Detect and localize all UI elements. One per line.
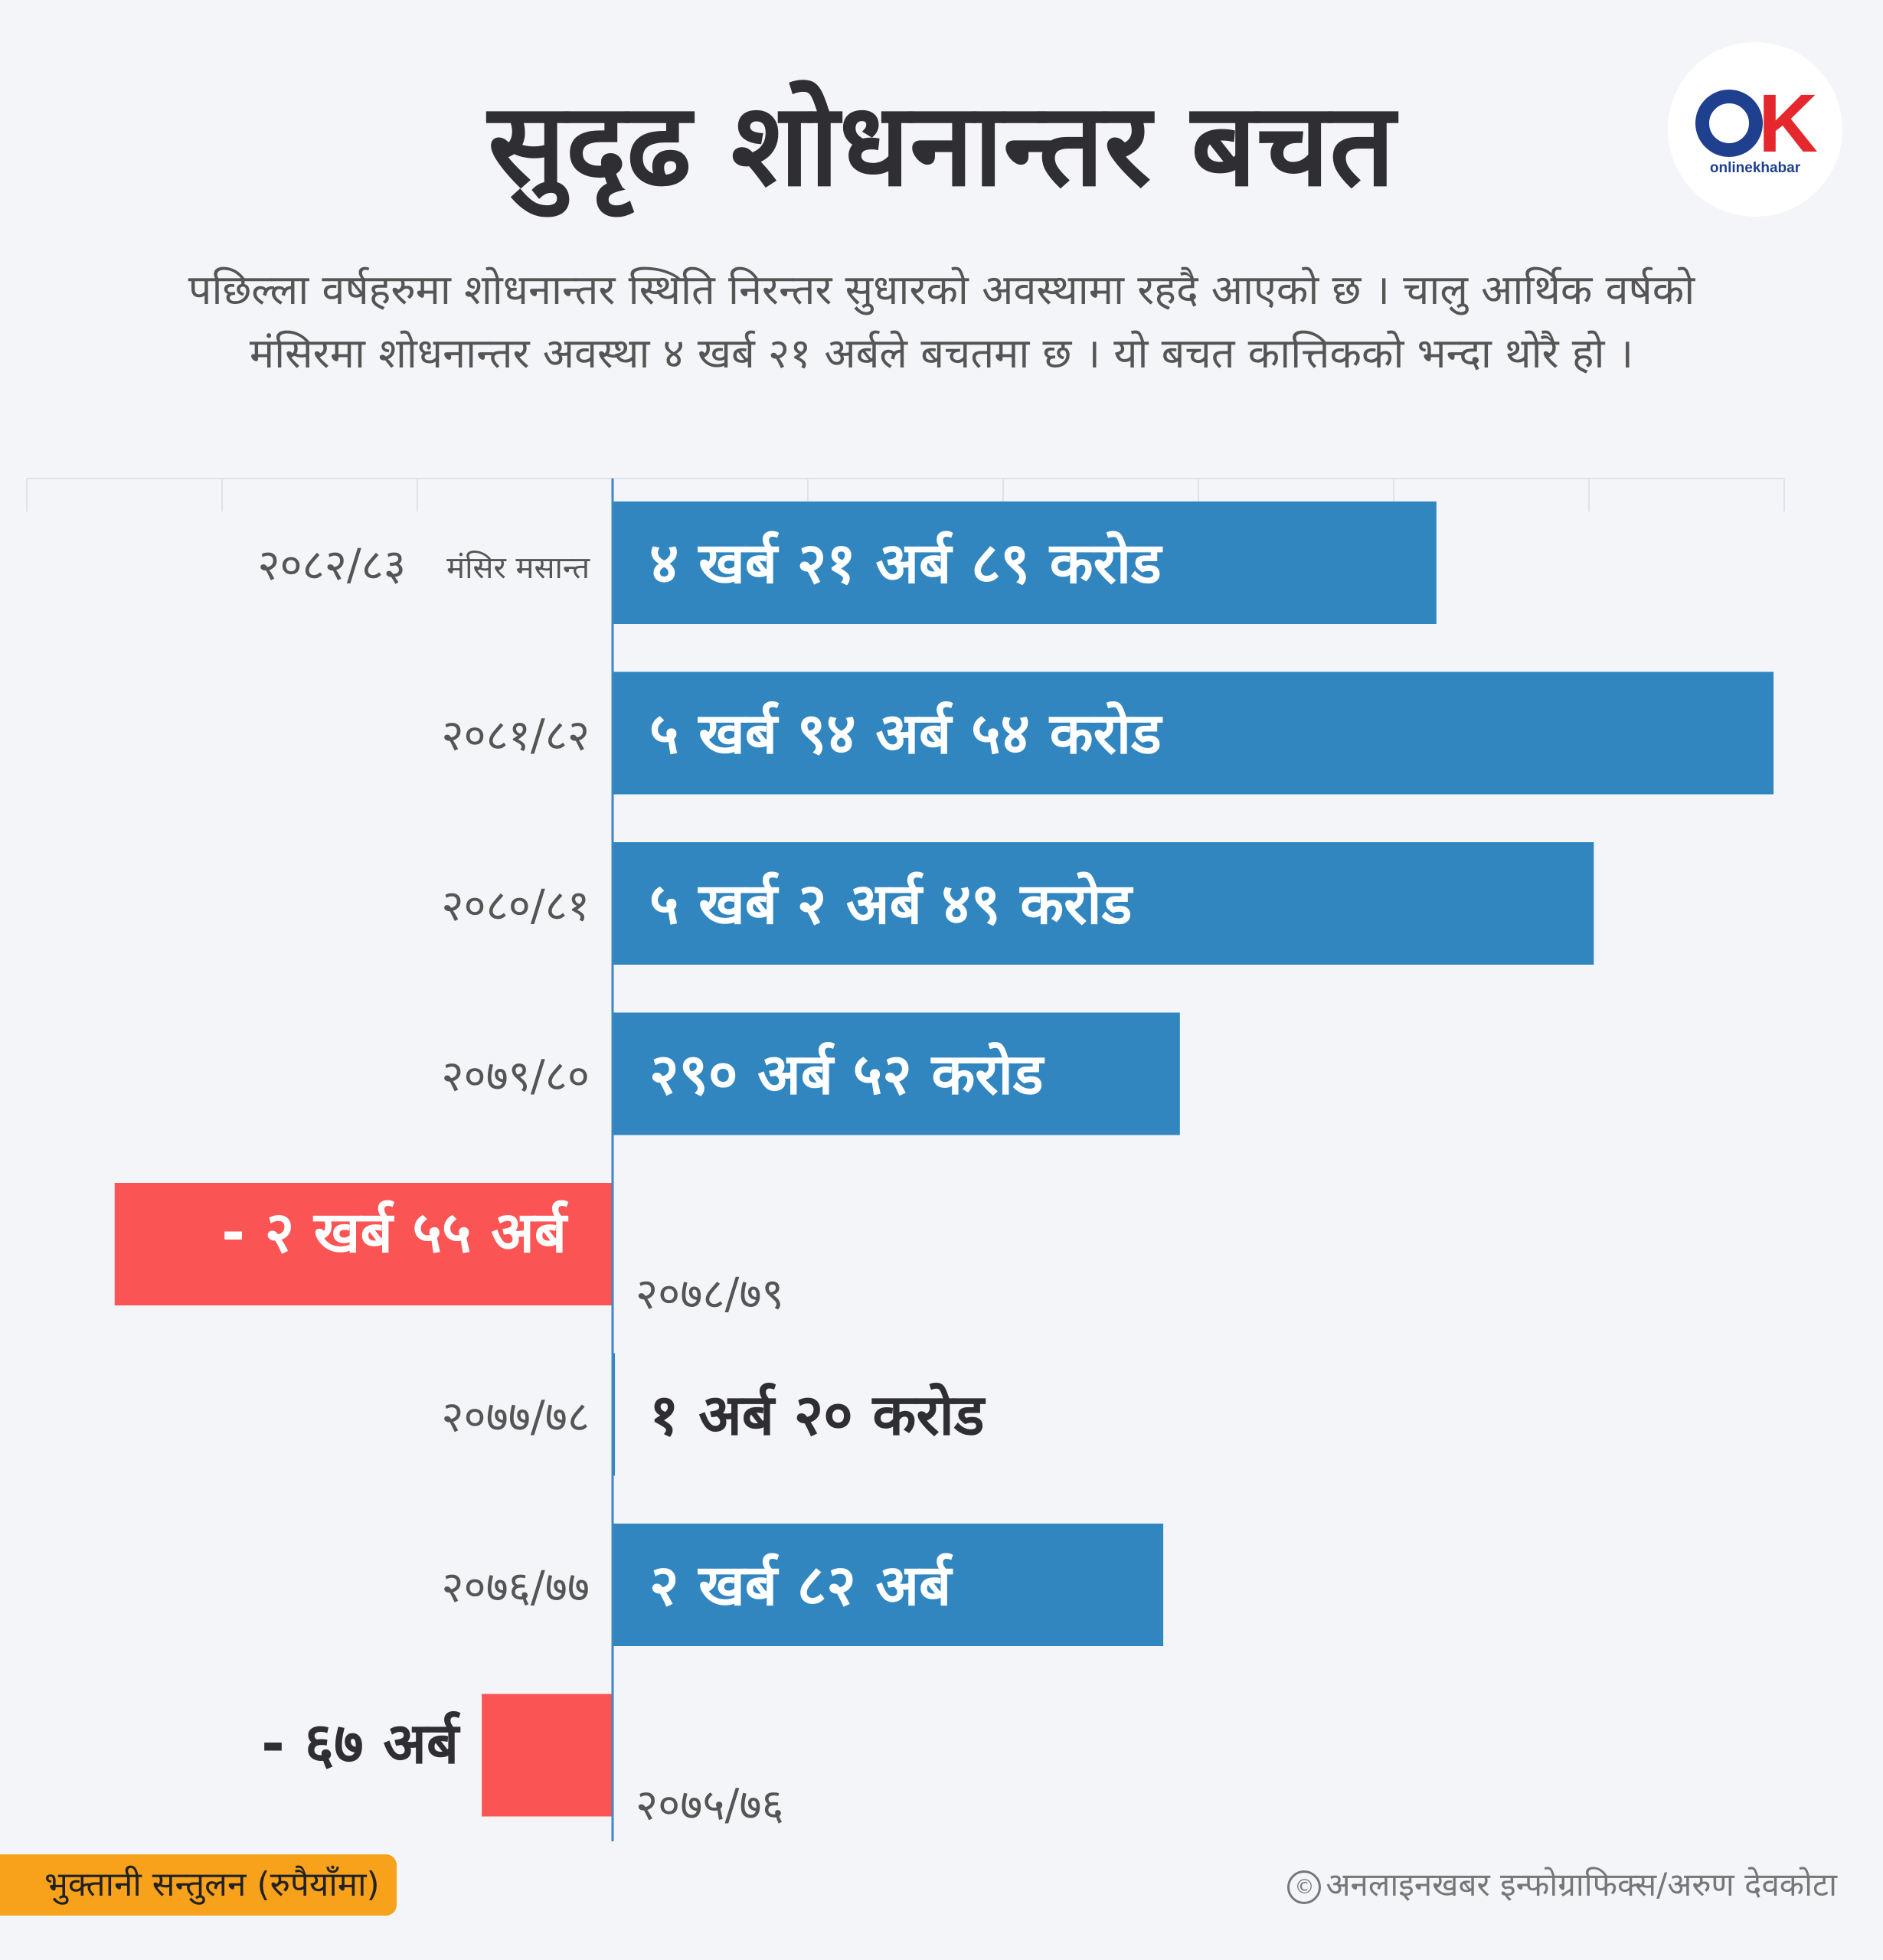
logo-text: onlinekhabar [1709, 160, 1801, 176]
value-label-5: १ अर्ब २० करोड [649, 1383, 986, 1449]
logo-k-icon: K [1758, 77, 1818, 169]
category-label-4: २०७८/७९ [636, 1269, 784, 1319]
credit-line: © अनलाइनखबर इन्फोग्राफिक्स/अरुण देवकोटा [1287, 1866, 1837, 1904]
category-label-1: २०८१/८२ [441, 711, 590, 761]
category-label-3: २०७९/८० [441, 1052, 590, 1102]
bar-5 [613, 1353, 616, 1476]
bar-0 [613, 501, 1437, 624]
value-label-1: ५ खर्ब ९४ अर्ब ५४ करोड [649, 701, 1163, 767]
value-label-7: - ६७ अर्ब [261, 1711, 461, 1777]
category-label-2: २०८०/८१ [441, 881, 590, 931]
bar-1 [613, 671, 1774, 795]
bar-7 [482, 1694, 613, 1817]
copyright-icon: © [1287, 1870, 1322, 1904]
category-label-5: २०७७/७८ [441, 1393, 590, 1442]
value-label-4: - २ खर्ब ५५ अर्ब [221, 1200, 569, 1266]
page-title: सुदृढ शोधनान्तर बचत [488, 79, 1395, 212]
value-label-6: २ खर्ब ८२ अर्ब [649, 1553, 953, 1619]
subtitle-line-2: मंसिरमा शोधनान्तर अवस्था ४ खर्ब २१ अर्बल… [249, 329, 1634, 377]
subtitle-line-1: पछिल्ला वर्षहरुमा शोधनान्तर स्थिति निरन्… [188, 266, 1695, 314]
category-label-6: २०७६/७७ [441, 1563, 590, 1612]
bar-3 [613, 1012, 1180, 1135]
credit-text: अनलाइनखबर इन्फोग्राफिक्स/अरुण देवकोटा [1326, 1866, 1837, 1903]
bar-2 [613, 842, 1594, 965]
value-label-0: ४ खर्ब २१ अर्ब ८९ करोड [649, 531, 1163, 596]
category-note-0: मंसिर मसान्त [446, 550, 590, 586]
unit-badge: भुक्तानी सन्तुलन (रुपैयाँमा) [0, 1854, 397, 1916]
bar-4 [114, 1183, 613, 1305]
value-label-3: २९० अर्ब ५२ करोड [649, 1042, 1045, 1108]
category-label-0: २०८२/८३ [257, 541, 406, 590]
value-label-2: ५ खर्ब २ अर्ब ४९ करोड [649, 871, 1134, 937]
bar-6 [613, 1524, 1164, 1646]
category-label-7: २०७५/७६ [636, 1781, 784, 1831]
onlinekhabar-logo: K onlinekhabar [1668, 42, 1842, 217]
